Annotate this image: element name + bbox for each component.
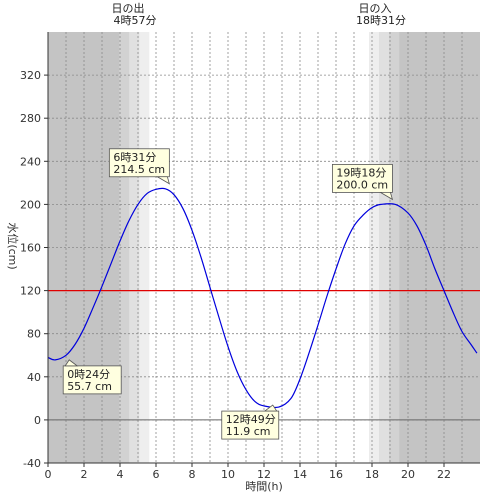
annotation-box: [108, 148, 170, 178]
annotation-box: [331, 163, 393, 193]
annotation-time: 0時24分: [67, 368, 110, 381]
x-tick-label: 16: [329, 468, 343, 481]
annotation-value: 200.0 cm: [336, 178, 388, 191]
y-tick-label: 80: [27, 328, 41, 341]
x-tick-label: 22: [437, 468, 451, 481]
y-tick-label: 320: [20, 69, 41, 82]
x-tick-label: 20: [401, 468, 415, 481]
tide-series: [47, 187, 478, 409]
y-tick-label: 120: [20, 285, 41, 298]
sunset-label: 日の入: [359, 2, 392, 15]
annotation-value: 11.9 cm: [226, 425, 271, 438]
annotation-pointer: [378, 191, 394, 201]
x-axis-label: 時間(h): [245, 480, 283, 493]
annotation-time: 12時49分: [226, 413, 276, 426]
y-tick-label: -40: [23, 457, 41, 470]
twilight-shade: [369, 32, 380, 463]
annotation-value: 55.7 cm: [67, 380, 112, 393]
x-tick-label: 2: [81, 468, 88, 481]
y-tick-label: 160: [20, 242, 41, 255]
sunset-time: 18時31分: [356, 14, 406, 27]
y-axis-label: 水位(cm): [6, 222, 20, 269]
x-tick-label: 14: [293, 468, 307, 481]
annotation-pointer: [155, 176, 171, 185]
annotation-value: 214.5 cm: [113, 163, 165, 176]
x-tick-label: 6: [153, 468, 160, 481]
sunrise-label: 日の出: [112, 1, 145, 15]
annotation-box: [221, 410, 280, 440]
x-tick-label: 4: [117, 468, 124, 481]
annotation-time: 6時31分: [113, 151, 156, 164]
y-tick-label: 0: [34, 414, 41, 427]
y-tick-label: 240: [20, 155, 41, 168]
x-tick-label: 18: [365, 468, 379, 481]
x-tick-label: 10: [221, 468, 235, 481]
x-tick-label: 8: [189, 468, 196, 481]
y-tick-label: 280: [20, 112, 41, 125]
annotation-box: [62, 365, 122, 395]
annotation-pointer: [64, 359, 79, 367]
twilight-shade: [389, 32, 400, 463]
annotation-pointer: [263, 404, 278, 412]
tick-labels: 0 2 4 6 8 10 12 14 16 18 20 22 -40 0 40 80 120 160 200 240 2…: [20, 69, 451, 481]
y-tick-label: 200: [20, 198, 41, 211]
x-tick-label: 12: [257, 468, 271, 481]
tide-line: [47, 187, 478, 409]
sunrise-time: 4時57分: [114, 14, 157, 27]
y-tick-label: 40: [27, 371, 41, 384]
x-tick-label: 0: [45, 468, 52, 481]
annotation-time: 19時18分: [336, 166, 386, 179]
twilight-shade: [129, 32, 140, 463]
